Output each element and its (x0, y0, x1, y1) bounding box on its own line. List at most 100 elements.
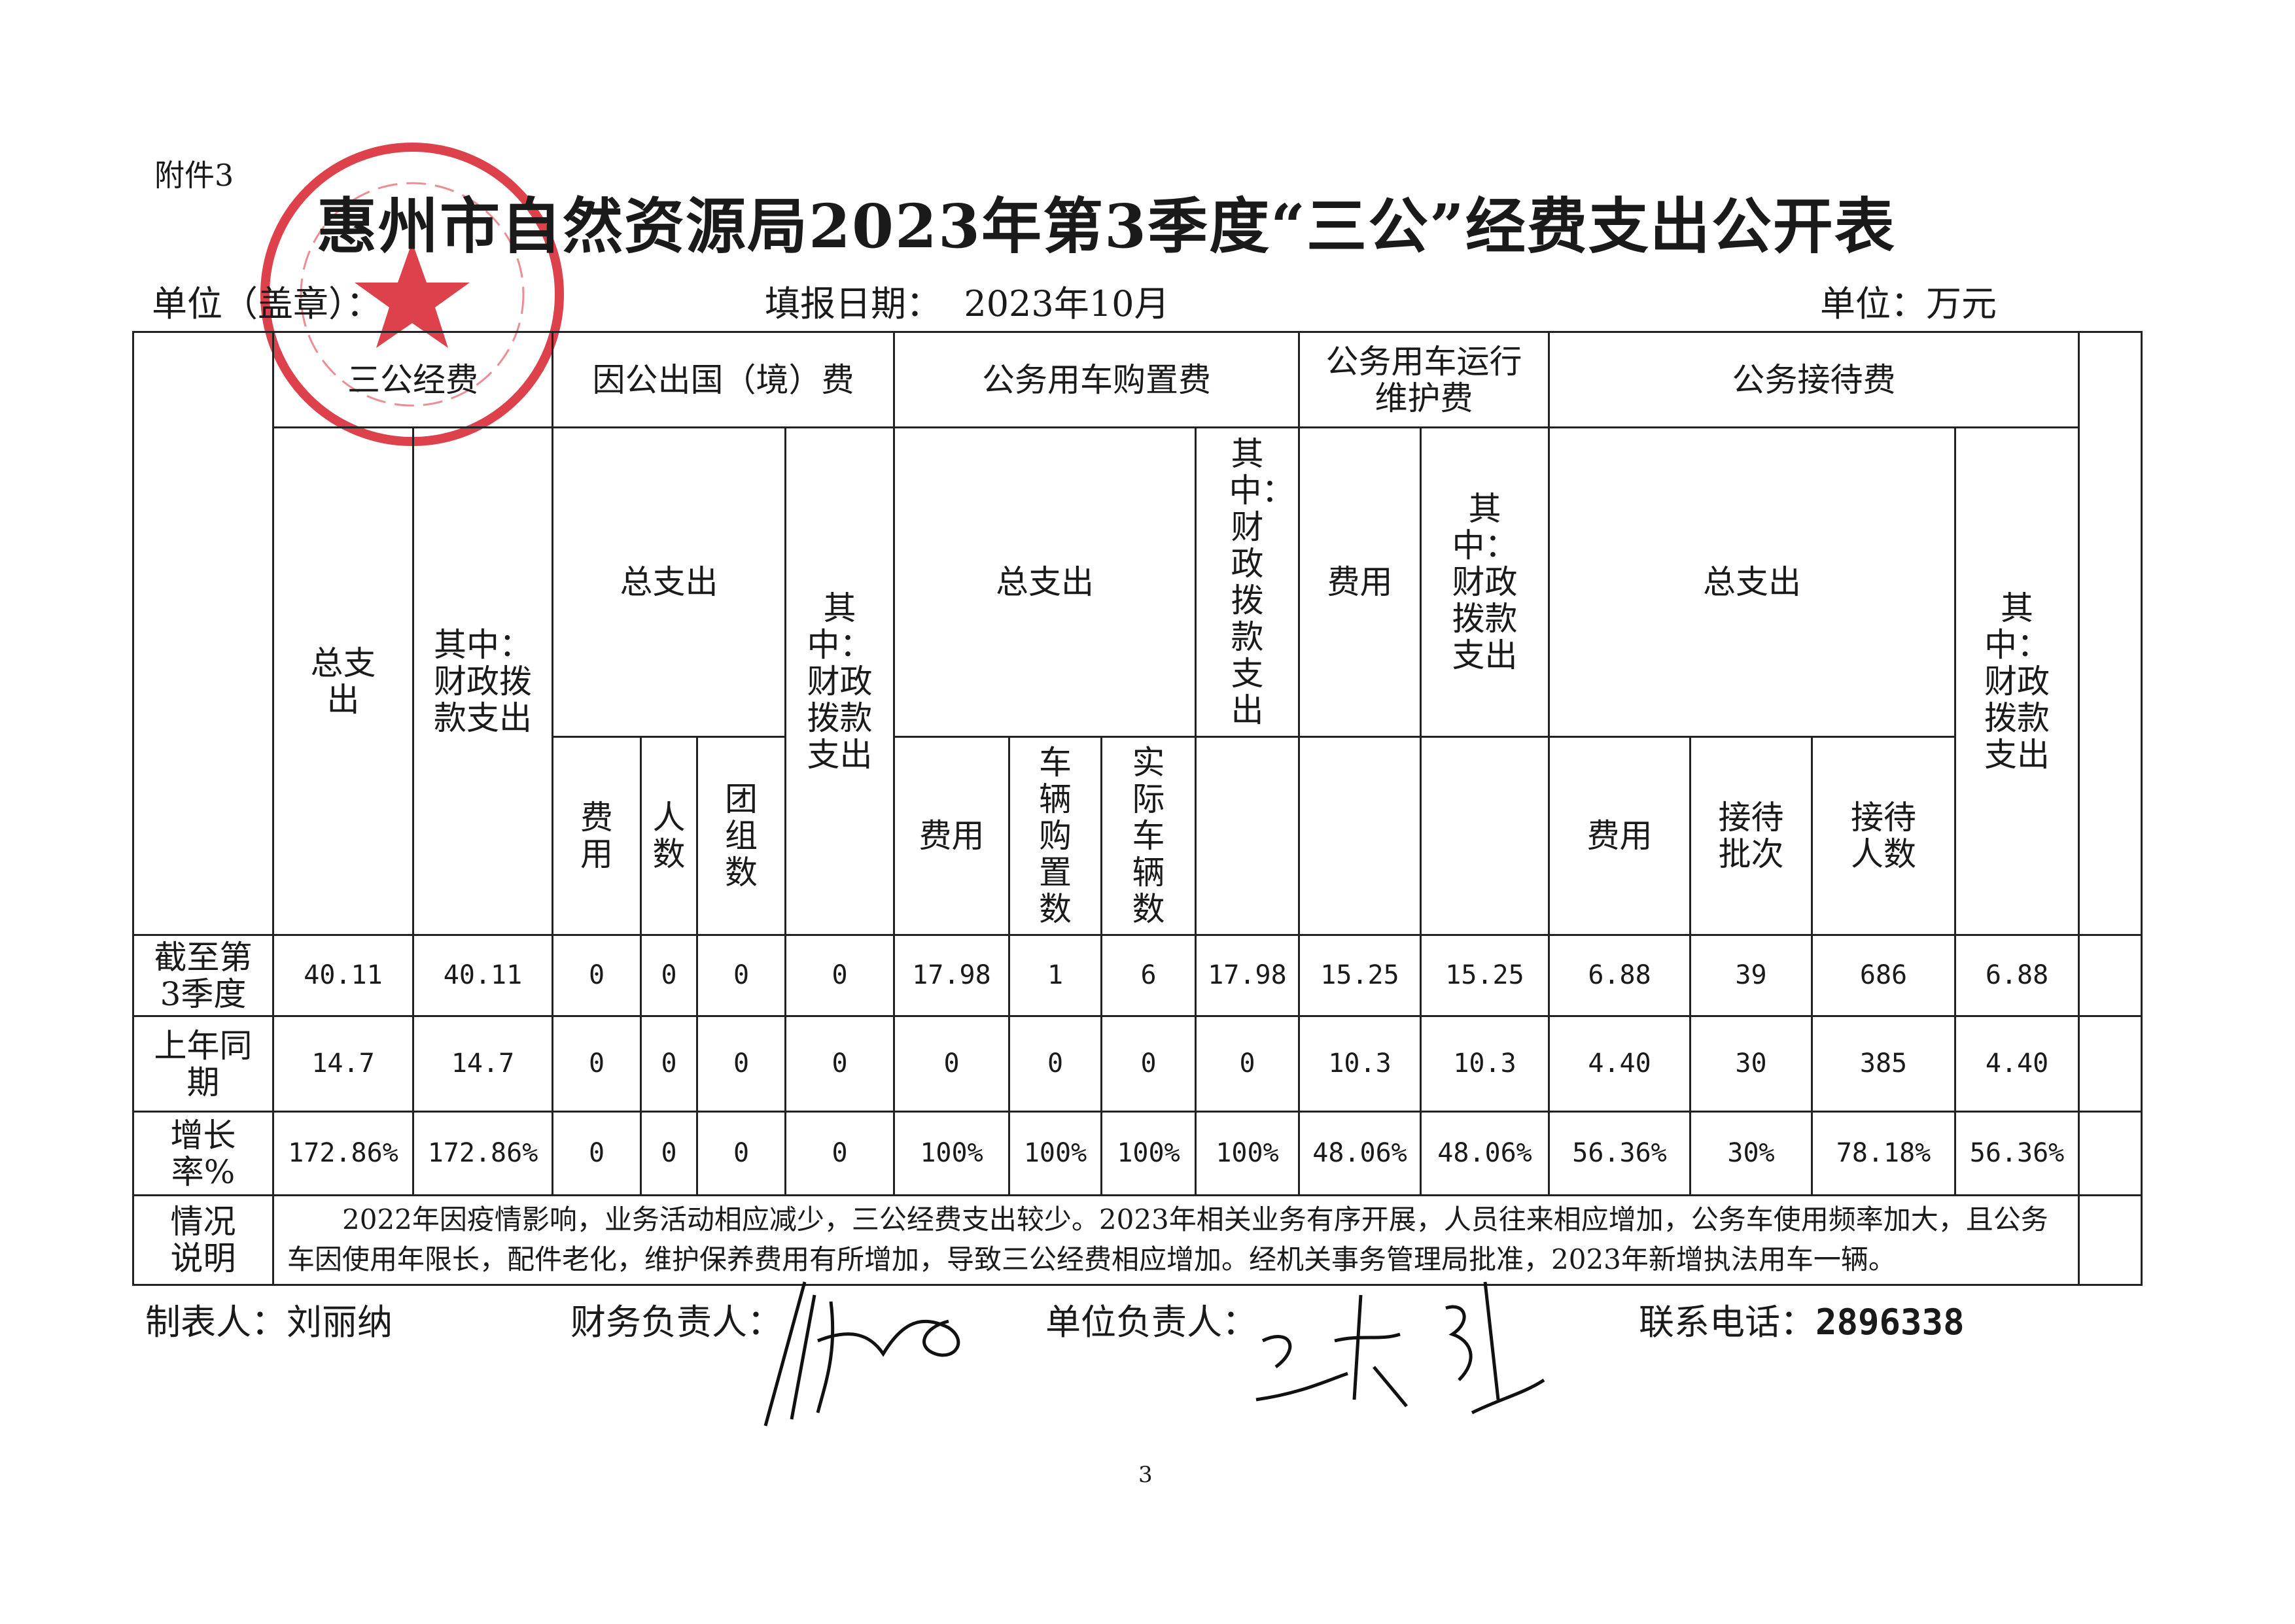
purchase-fiscal-header: 其中：财政拨款支出 (1195, 426, 1300, 738)
data-cell: 0 (696, 1111, 786, 1196)
unit-seal-label: 单位（盖章）： (152, 283, 381, 324)
data-cell: 0 (640, 934, 698, 1017)
phone-number: 2896338 (1815, 1302, 1965, 1343)
data-cell: 6 (1100, 934, 1197, 1017)
data-cell: 40.11 (412, 934, 553, 1017)
row-header-corner (132, 331, 274, 936)
data-cell: 0 (1195, 1015, 1300, 1113)
data-cell: 30 (1689, 1015, 1813, 1113)
reception-total-header: 总支出 (1548, 426, 1956, 738)
blank-cell (1420, 736, 1550, 936)
data-cell: 78.18% (1811, 1111, 1956, 1196)
abroad-people-header: 人数 (640, 736, 698, 936)
star-icon (355, 242, 470, 348)
fill-date-label: 填报日期： (765, 283, 941, 324)
group-reception: 公务接待费 (1548, 331, 2080, 428)
abroad-groups-header: 团组数 (696, 736, 786, 936)
actual-vehicles-header: 实际车辆数 (1100, 736, 1197, 936)
purchase-total-header: 总支出 (893, 426, 1197, 738)
row-label: 截至第3季度 (132, 934, 274, 1017)
data-cell: 0 (784, 934, 895, 1017)
data-cell: 0 (1008, 1015, 1102, 1113)
data-cell: 48.06% (1298, 1111, 1422, 1196)
data-cell: 0 (552, 1015, 642, 1113)
row-label: 上年同期 (132, 1015, 274, 1113)
data-cell: 0 (552, 1111, 642, 1196)
attachment-label: 附件3 (154, 158, 234, 193)
currency-unit: 单位：万元 (1820, 283, 1997, 324)
operation-cost-header: 费用 (1298, 426, 1422, 738)
data-cell: 4.40 (1548, 1015, 1691, 1113)
note-row: 情况说明 2022年因疫情影响，业务活动相应减少，三公经费支出较少。2023年相… (132, 1194, 2143, 1286)
group-vehicle-operation: 公务用车运行维护费 (1298, 331, 1550, 428)
data-cell: 39 (1689, 934, 1813, 1017)
data-cell: 48.06% (1420, 1111, 1550, 1196)
data-cell: 10.3 (1298, 1015, 1422, 1113)
data-cell: 0 (696, 934, 786, 1017)
abroad-total-header: 总支出 (552, 426, 786, 738)
sangong-fiscal-header: 其中：财政拨款支出 (412, 426, 553, 936)
data-cell: 6.88 (1954, 934, 2080, 1017)
reception-fiscal-header: 其中：财政拨款支出 (1954, 426, 2080, 936)
fill-date-value: 2023年10月 (964, 283, 1170, 324)
data-cell: 15.25 (1420, 934, 1550, 1017)
data-cell: 0 (696, 1015, 786, 1113)
blank-cell (1195, 736, 1300, 936)
data-cell: 0 (784, 1111, 895, 1196)
data-cell: 10.3 (1420, 1015, 1550, 1113)
abroad-fiscal-header: 其中：财政拨款支出 (784, 426, 895, 936)
data-cell: 100% (1195, 1111, 1300, 1196)
group-sangong: 三公经费 (272, 331, 553, 428)
finance-head-signature (763, 1281, 960, 1426)
data-cell: 0 (893, 1015, 1010, 1113)
data-cell: 0 (640, 1111, 698, 1196)
data-cell: 100% (1100, 1111, 1197, 1196)
purchase-count-header: 车辆购置数 (1008, 736, 1102, 936)
page-number: 3 (1138, 1462, 1153, 1488)
table-row: 截至第3季度 40.11 40.11 0 0 0 0 17.98 1 6 17.98 15.25 15.… (132, 934, 2143, 1017)
blank-cell (1298, 736, 1422, 936)
data-cell: 100% (1008, 1111, 1102, 1196)
purchase-cost-header: 费用 (893, 736, 1010, 936)
data-cell: 0 (640, 1015, 698, 1113)
data-cell: 56.36% (1954, 1111, 2080, 1196)
reception-cost-header: 费用 (1548, 736, 1691, 936)
data-cell: 0 (784, 1015, 895, 1113)
data-cell: 100% (893, 1111, 1010, 1196)
data-cell: 14.7 (412, 1015, 553, 1113)
blank-cell (2078, 1111, 2143, 1196)
data-cell: 56.36% (1548, 1111, 1691, 1196)
data-cell: 15.25 (1298, 934, 1422, 1017)
data-cell: 30% (1689, 1111, 1813, 1196)
table-row: 上年同期 14.7 14.7 0 0 0 0 0 0 0 0 10.3 10.3 4.40 30 385 4.4… (132, 1015, 2143, 1113)
data-cell: 14.7 (272, 1015, 414, 1113)
data-cell: 17.98 (1195, 934, 1300, 1017)
note-text: 2022年因疫情影响，业务活动相应减少，三公经费支出较少。2023年相关业务有序… (272, 1194, 2080, 1286)
page-title: 惠州市自然资源局2023年第3季度“三公”经费支出公开表 (317, 191, 1896, 262)
data-cell: 172.86% (412, 1111, 553, 1196)
row-label: 增长率% (132, 1111, 274, 1196)
data-cell: 40.11 (272, 934, 414, 1017)
preparer: 制表人：刘丽纳 (145, 1302, 393, 1343)
preparer-name: 刘丽纳 (287, 1302, 393, 1343)
finance-head-label: 财务负责人： (570, 1302, 782, 1343)
expense-table: 三公经费 因公出国（境）费 公务用车购置费 公务用车运行维护费 公务接待费 总支… (132, 331, 2143, 1286)
group-abroad: 因公出国（境）费 (552, 331, 895, 428)
data-cell: 4.40 (1954, 1015, 2080, 1113)
data-cell: 0 (552, 934, 642, 1017)
blank-cell (2078, 1015, 2143, 1113)
unit-head-signature (1255, 1281, 1545, 1415)
blank-cell (2078, 1194, 2143, 1286)
blank-column (2078, 331, 2143, 936)
data-cell: 0 (1100, 1015, 1197, 1113)
group-vehicle-purchase: 公务用车购置费 (893, 331, 1300, 428)
note-label: 情况说明 (132, 1194, 274, 1286)
data-cell: 6.88 (1548, 934, 1691, 1017)
data-cell: 17.98 (893, 934, 1010, 1017)
unit-head-label: 单位负责人： (1045, 1302, 1257, 1343)
operation-fiscal-header: 其中：财政拨款支出 (1420, 426, 1550, 738)
fill-date: 填报日期： 2023年10月 (765, 286, 1169, 322)
data-cell: 1 (1008, 934, 1102, 1017)
data-cell: 172.86% (272, 1111, 414, 1196)
blank-cell (2078, 934, 2143, 1017)
